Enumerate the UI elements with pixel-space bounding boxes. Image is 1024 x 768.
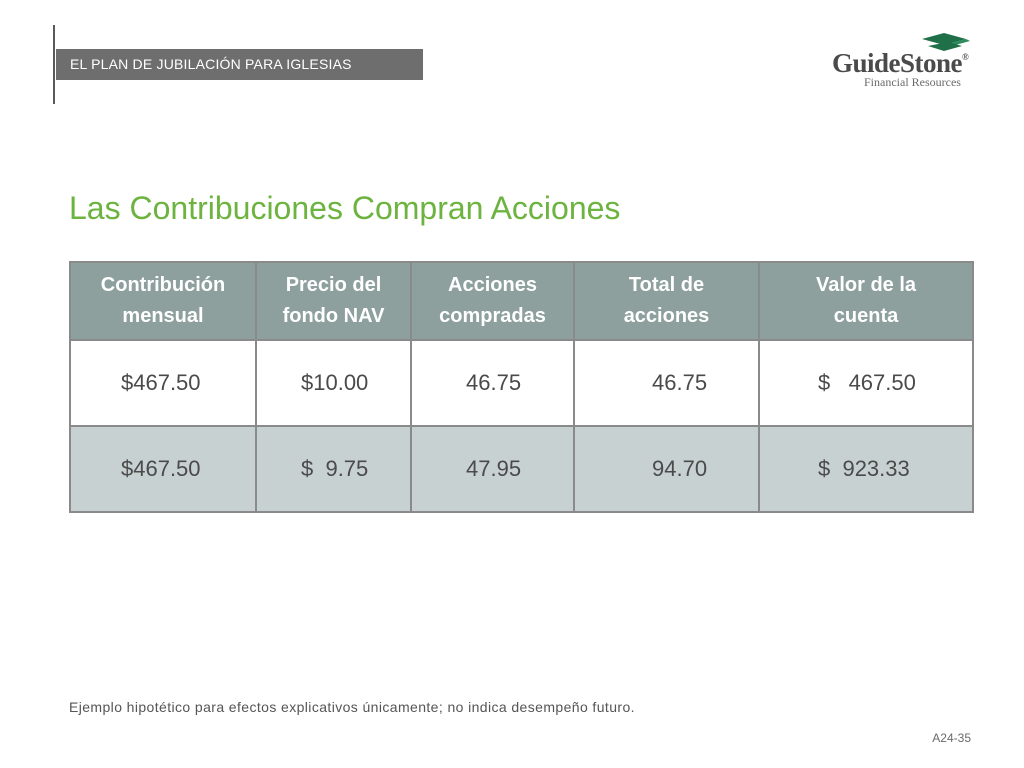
table-header-row: Contribución mensual Precio del fondo NA… bbox=[69, 261, 974, 341]
logo-subtitle: Financial Resources bbox=[864, 75, 961, 89]
column-header: Contribución mensual bbox=[69, 261, 257, 341]
table-cell: $10.00 bbox=[255, 339, 412, 427]
column-header: Total de acciones bbox=[573, 261, 760, 341]
logo-mark-icon bbox=[922, 33, 970, 51]
page-number: A24-35 bbox=[932, 731, 971, 745]
table-cell: 46.75 bbox=[410, 339, 575, 427]
logo-name: GuideStone® bbox=[832, 48, 969, 78]
table-row: $467.50 $ 9.75 47.95 94.70 $ 923.33 bbox=[69, 425, 974, 513]
column-header: Valor de la cuenta bbox=[758, 261, 974, 341]
table-cell: $ 9.75 bbox=[255, 425, 412, 513]
table-cell: 94.70 bbox=[573, 425, 760, 513]
contributions-table: Contribución mensual Precio del fondo NA… bbox=[69, 261, 974, 513]
column-header: Precio del fondo NAV bbox=[255, 261, 412, 341]
guidestone-logo: GuideStone® Financial Resources bbox=[832, 30, 982, 92]
section-header-bar: EL PLAN DE JUBILACIÓN PARA IGLESIAS bbox=[56, 49, 423, 80]
vertical-accent-line bbox=[53, 25, 55, 104]
column-header: Acciones compradas bbox=[410, 261, 575, 341]
disclaimer-footnote: Ejemplo hipotético para efectos explicat… bbox=[69, 699, 635, 715]
page-title: Las Contribuciones Compran Acciones bbox=[69, 190, 621, 226]
table-cell: $467.50 bbox=[69, 339, 257, 427]
table-row: $467.50 $10.00 46.75 46.75 $ 467.50 bbox=[69, 339, 974, 427]
table-cell: $467.50 bbox=[69, 425, 257, 513]
table-cell: $ 923.33 bbox=[758, 425, 974, 513]
table-cell: 46.75 bbox=[573, 339, 760, 427]
table-cell: $ 467.50 bbox=[758, 339, 974, 427]
table-cell: 47.95 bbox=[410, 425, 575, 513]
